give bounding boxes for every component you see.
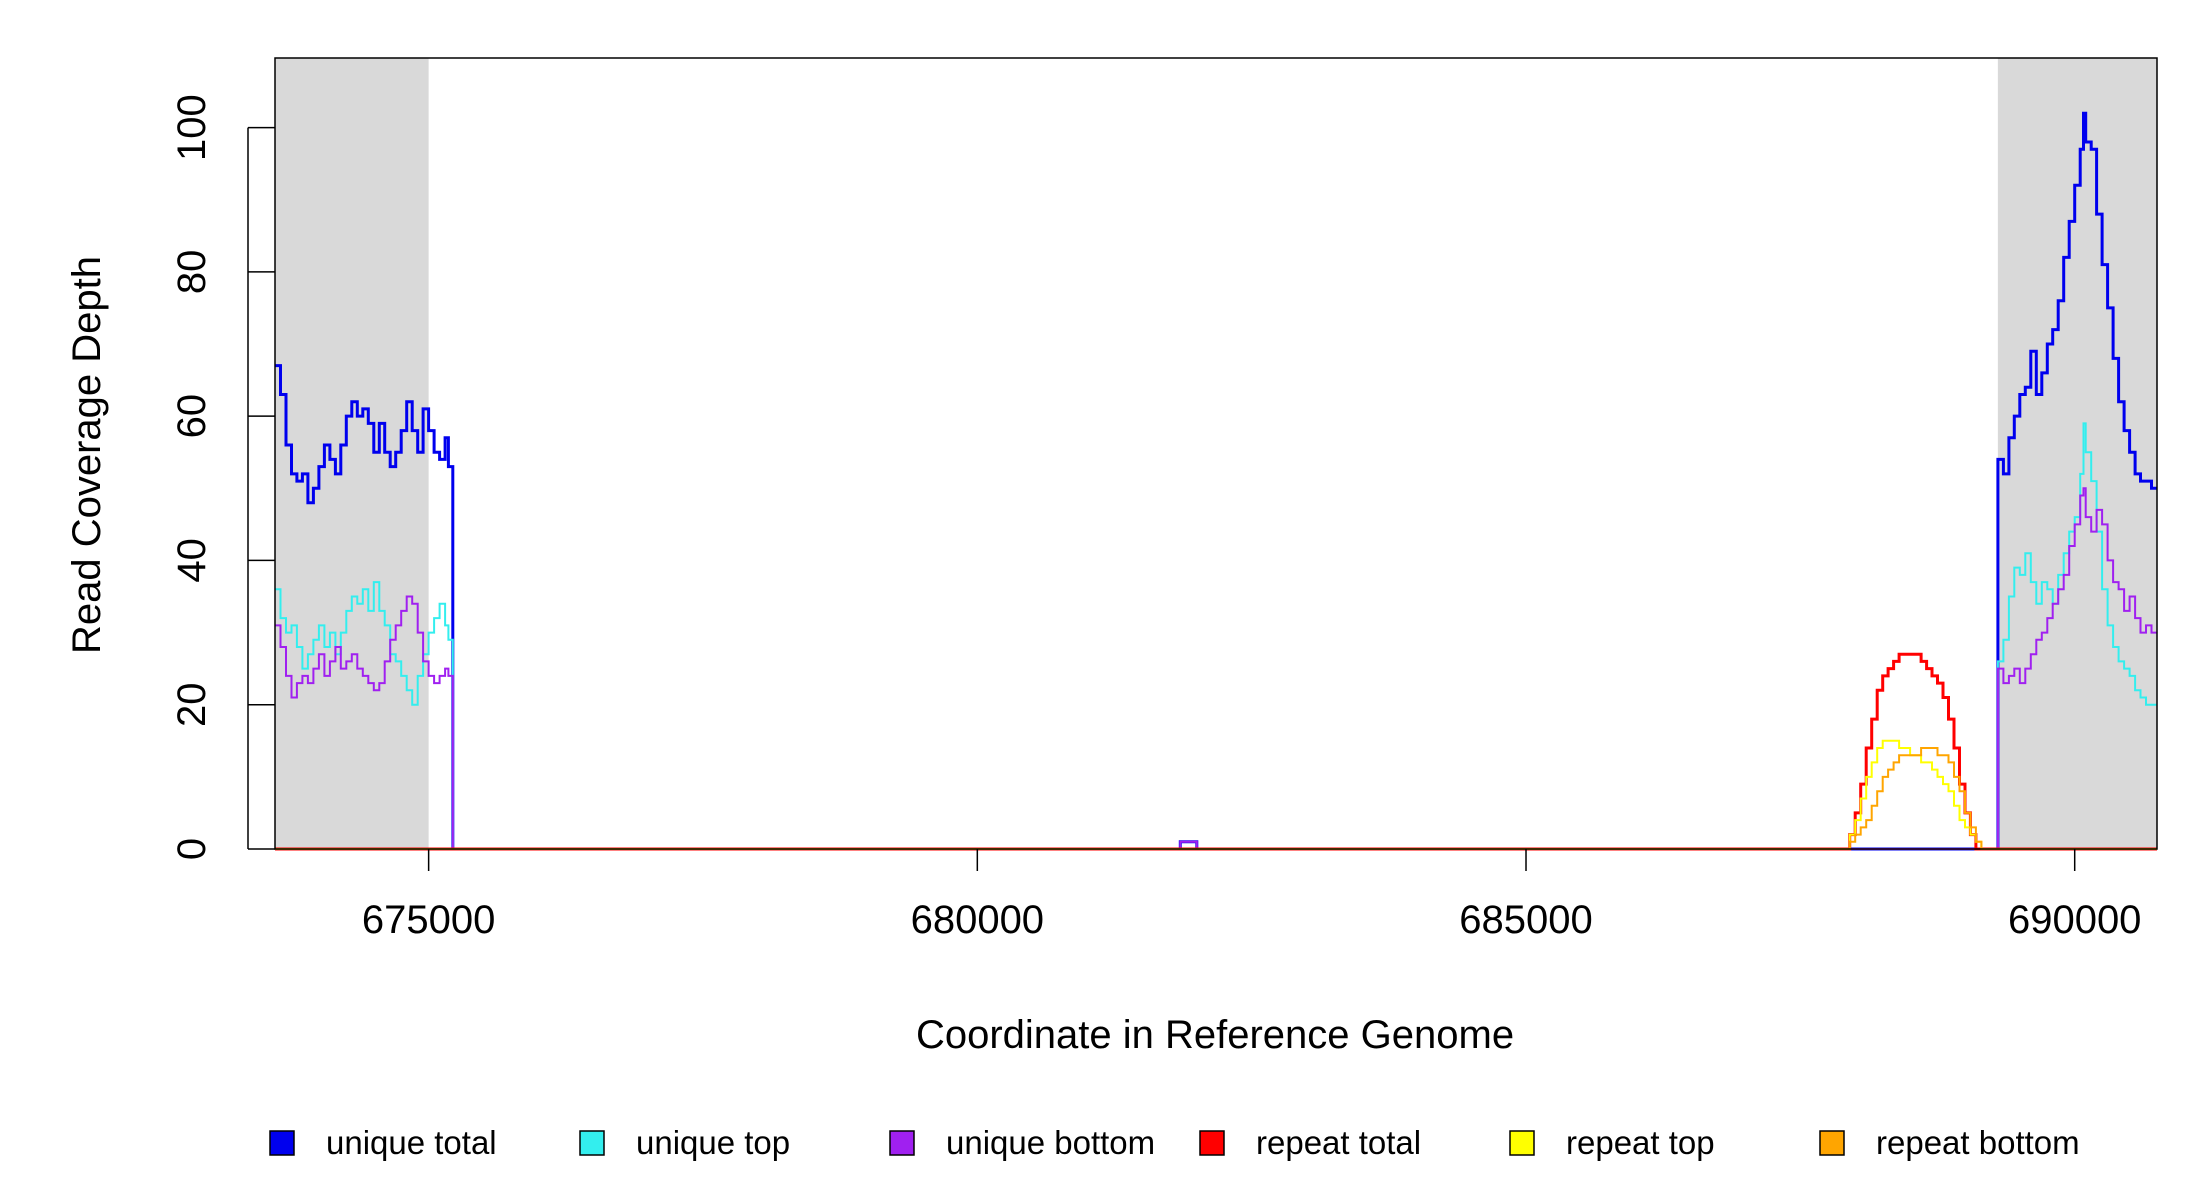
legend-item-unique-bottom: unique bottom — [889, 1124, 1155, 1161]
legend-swatch — [1509, 1130, 1535, 1156]
legend-swatch — [1199, 1130, 1225, 1156]
legend-label: repeat top — [1566, 1124, 1715, 1161]
legend-swatch — [889, 1130, 915, 1156]
series-repeat-top — [275, 739, 2157, 850]
y-tick-label: 60 — [170, 394, 214, 439]
shaded-region-1 — [275, 58, 429, 849]
legend-swatch — [1819, 1130, 1845, 1156]
legend-item-unique-total: unique total — [269, 1124, 497, 1161]
legend-swatch — [579, 1130, 605, 1156]
x-axis-label: Coordinate in Reference Genome — [916, 1013, 1514, 1057]
series-unique-total — [275, 111, 2157, 851]
x-tick-label: 685000 — [1459, 898, 1592, 942]
legend-item-repeat-bottom: repeat bottom — [1819, 1124, 2080, 1161]
series-unique-top — [275, 422, 2157, 850]
y-tick-label: 40 — [170, 538, 214, 583]
series-lines — [275, 111, 2157, 851]
plot-frame — [274, 57, 2158, 850]
legend-label: unique total — [326, 1124, 497, 1161]
x-axis: 675000 680000 685000 690000 — [362, 849, 2141, 942]
x-tick-label: 675000 — [362, 898, 495, 942]
legend-label: unique bottom — [946, 1124, 1155, 1161]
y-tick-label: 0 — [170, 838, 214, 860]
series-repeat-total — [275, 652, 2157, 851]
x-tick-label: 690000 — [2008, 898, 2141, 942]
legend-item-unique-top: unique top — [579, 1124, 790, 1161]
y-tick-label: 80 — [170, 250, 214, 295]
legend-item-repeat-total: repeat total — [1199, 1124, 1421, 1161]
legend: unique total unique top unique bottom repea… — [269, 1124, 2080, 1161]
y-tick-label: 100 — [170, 94, 214, 161]
x-tick-label: 680000 — [911, 898, 1044, 942]
series-unique-bottom — [275, 487, 2157, 850]
y-tick-label: 20 — [170, 682, 214, 727]
series-repeat-bottom — [275, 747, 2157, 850]
legend-label: repeat bottom — [1876, 1124, 2080, 1161]
legend-label: repeat total — [1256, 1124, 1421, 1161]
y-axis-label: Read Coverage Depth — [65, 256, 109, 654]
legend-item-repeat-top: repeat top — [1509, 1124, 1715, 1161]
shaded-regions — [275, 58, 2157, 849]
legend-label: unique top — [636, 1124, 790, 1161]
legend-swatch — [269, 1130, 295, 1156]
y-axis: 0 20 40 60 80 100 — [170, 94, 275, 860]
